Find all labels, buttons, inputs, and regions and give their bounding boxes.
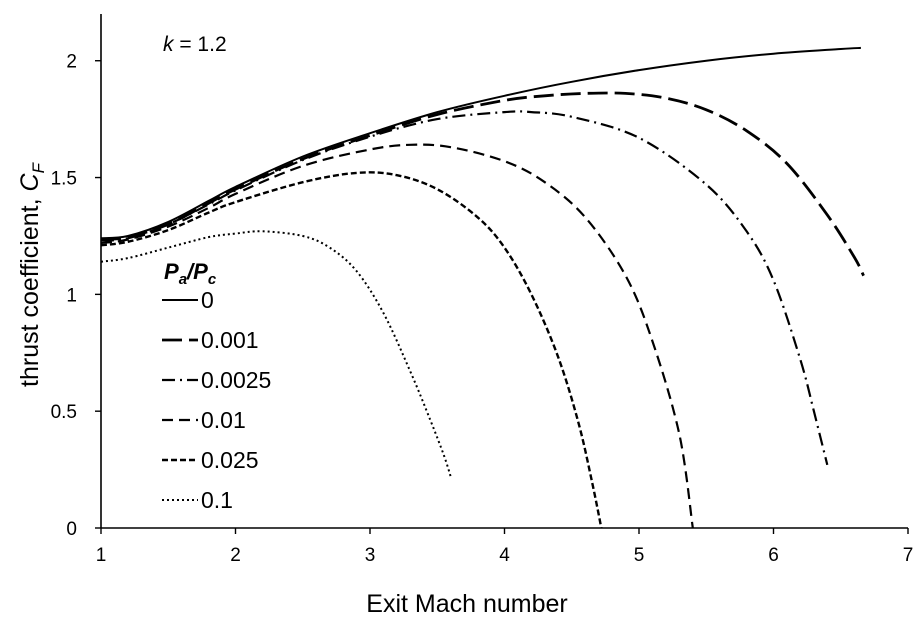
- series-line-0-025: [100, 171, 603, 529]
- legend-title: Pa/Pc: [164, 259, 217, 288]
- legend-label: 0.025: [201, 447, 259, 473]
- y-tick-label: 1.5: [51, 169, 77, 190]
- series-line-0-01: [100, 143, 694, 529]
- series-line-0-0025: [100, 110, 829, 466]
- x-tick-label: 6: [768, 545, 779, 566]
- legend-label: 0.01: [201, 407, 246, 433]
- y-tick-label: 2: [66, 52, 77, 73]
- x-axis-ticks: 1 2 3 4 5 6 7: [96, 528, 914, 566]
- x-tick-label: 3: [365, 545, 376, 566]
- x-tick-label: 1: [96, 545, 107, 566]
- x-tick-label: 5: [634, 545, 645, 566]
- x-tick-label: 2: [230, 545, 241, 566]
- y-tick-label: 0.5: [51, 402, 77, 423]
- legend-label: 0.0025: [201, 367, 271, 393]
- legend-label: 0: [201, 287, 214, 313]
- legend-label: 0.001: [201, 327, 259, 353]
- legend: 0 0.001 0.0025 0.01 0.025 0.1: [162, 287, 271, 513]
- plot-area: [101, 14, 908, 528]
- k-annotation: k = 1.2: [163, 33, 227, 56]
- series-line-0-001: [100, 91, 865, 277]
- y-tick-label: 0: [66, 519, 77, 540]
- series-line-0: [100, 46, 861, 240]
- x-tick-label: 7: [903, 545, 914, 566]
- y-tick-label: 1: [66, 285, 77, 306]
- x-axis-title: Exit Mach number: [366, 590, 567, 618]
- y-axis-title: thrust coefficient, CF: [16, 161, 48, 387]
- y-axis-ticks: 0 0.5 1 1.5 2: [51, 52, 101, 540]
- series-layer: [100, 46, 865, 529]
- x-tick-label: 4: [499, 545, 510, 566]
- legend-label: 0.1: [201, 487, 233, 513]
